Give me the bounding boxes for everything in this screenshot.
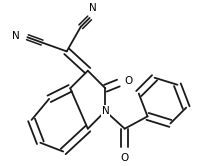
Text: N: N <box>89 3 97 13</box>
Text: N: N <box>12 31 20 41</box>
Text: O: O <box>125 76 133 86</box>
Text: O: O <box>121 153 129 163</box>
Text: N: N <box>102 106 109 116</box>
